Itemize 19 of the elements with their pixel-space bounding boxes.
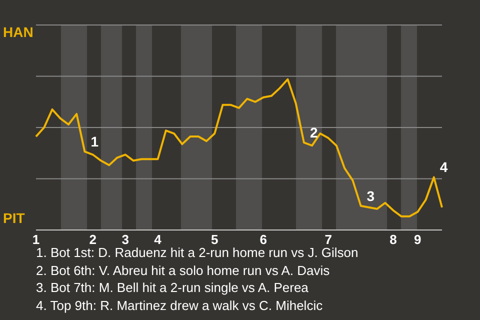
text: PIT — [3, 210, 25, 226]
x-tick-label: 3 — [122, 232, 129, 247]
x-tick-label: 9 — [414, 232, 422, 247]
text: HAN — [3, 24, 34, 40]
x-tick-label: 1 — [32, 232, 40, 247]
annotation: 1 — [90, 134, 99, 150]
annotation: 4 — [440, 159, 448, 176]
x-tick-label: 5 — [211, 232, 218, 247]
x-tick-label: 6 — [260, 232, 267, 247]
x-tick-label: 4 — [154, 232, 162, 247]
text: 4. Top 9th: R. Martinez drew a walk vs C. Mihelcic — [36, 296, 324, 314]
text: 2. Bot 6th: V. Abreu hit a solo home run vs A. Davis — [36, 262, 331, 279]
annotation: 3 — [366, 188, 375, 204]
annotation: 2 — [310, 124, 318, 141]
x-tick-label: 8 — [390, 232, 397, 247]
text: 3. Bot 7th: M. Bell hit a 2-run single vs A. Perea — [36, 279, 310, 296]
text: 1. Bot 1st: D. Raduenz hit a 2-run home run vs J. Gilson — [36, 244, 358, 262]
x-tick-label: 7 — [324, 232, 332, 247]
x-tick-label: 2 — [89, 232, 96, 247]
